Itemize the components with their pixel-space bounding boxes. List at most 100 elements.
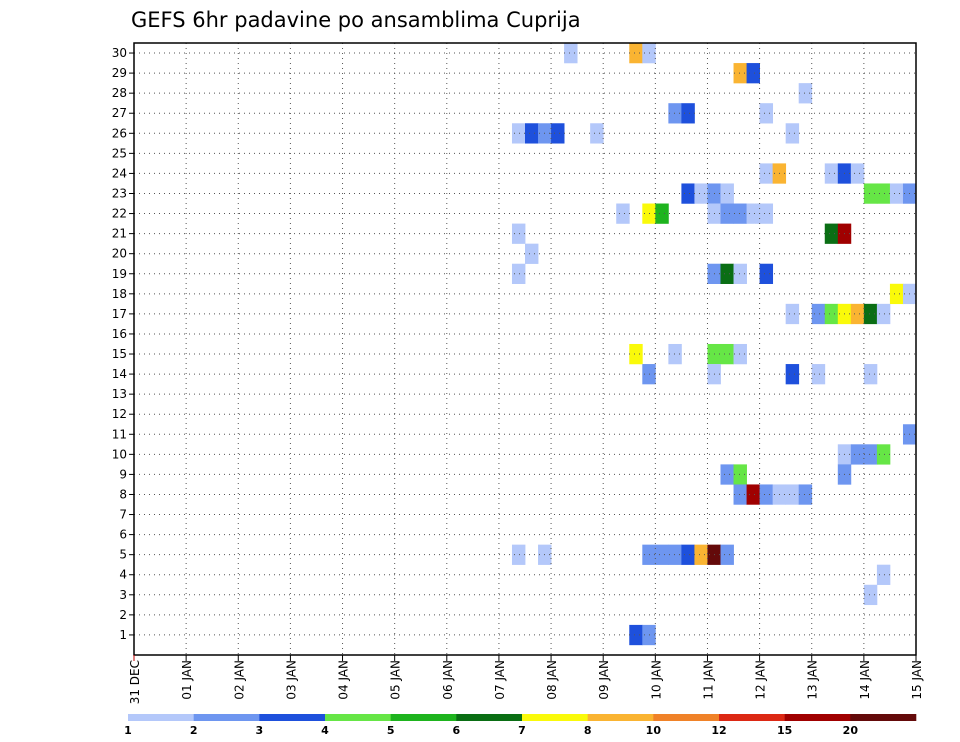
- colorbar-swatch: [850, 714, 917, 721]
- x-tick-label: 07 JAN: [493, 660, 507, 700]
- y-tick-label: 18: [112, 287, 127, 301]
- y-tick-label: 26: [112, 126, 127, 140]
- data-cell: [720, 464, 734, 485]
- y-tick-label: 29: [112, 66, 127, 80]
- colorbar-swatch: [259, 714, 326, 721]
- data-cell: [889, 283, 904, 305]
- y-tick-label: 17: [112, 307, 127, 321]
- colorbar-label: 6: [453, 724, 461, 737]
- data-cell: [668, 343, 682, 365]
- data-cell: [850, 444, 865, 465]
- data-cell: [511, 123, 526, 144]
- data-cell: [616, 203, 630, 224]
- data-cell: [720, 544, 734, 565]
- data-cell: [863, 183, 878, 204]
- colorbar-label: 2: [190, 724, 198, 737]
- colorbar-swatch: [193, 714, 260, 721]
- colorbar-swatch: [128, 714, 194, 721]
- data-cell: [759, 163, 774, 184]
- data-cell: [785, 303, 800, 325]
- data-cell: [876, 303, 891, 325]
- colorbar-label: 8: [584, 724, 592, 737]
- data-cell: [733, 63, 747, 84]
- data-cell: [759, 203, 774, 224]
- grid-layer: [134, 43, 916, 655]
- data-cell: [525, 243, 539, 264]
- x-tick-label: 13 JAN: [806, 660, 820, 700]
- data-cell: [850, 303, 865, 325]
- x-tick-label: 05 JAN: [389, 660, 403, 700]
- y-tick-label: 24: [112, 166, 127, 180]
- data-cell: [694, 183, 708, 204]
- x-tick-label: 06 JAN: [441, 660, 455, 700]
- data-cell: [863, 584, 878, 606]
- x-tick-label: 08 JAN: [545, 660, 559, 700]
- y-tick-label: 28: [112, 86, 127, 100]
- data-cell: [681, 183, 695, 204]
- y-tick-label: 8: [119, 487, 127, 501]
- data-cell: [811, 303, 826, 325]
- data-cell: [733, 343, 747, 365]
- x-tick-label: 11 JAN: [701, 660, 715, 700]
- colorbar-label: 5: [387, 724, 395, 737]
- y-tick-label: 7: [119, 508, 127, 522]
- colorbar-swatch: [653, 714, 720, 721]
- chart-title: GEFS 6hr padavine po ansamblima Cuprija: [131, 8, 581, 32]
- data-cell: [785, 123, 800, 144]
- y-tick-label: 6: [119, 528, 127, 542]
- data-cell: [655, 544, 669, 565]
- data-cell: [668, 103, 682, 124]
- data-cell: [629, 624, 643, 646]
- colorbar-swatch: [784, 714, 851, 721]
- data-cell: [824, 223, 839, 244]
- data-cell: [694, 544, 708, 565]
- data-cell: [876, 564, 891, 585]
- y-tick-label: 2: [119, 608, 127, 622]
- data-cell: [590, 123, 604, 144]
- data-cell: [720, 203, 734, 224]
- data-cell: [681, 544, 695, 565]
- x-tick-label: 04 JAN: [337, 660, 351, 700]
- colorbar: 1 2 3 4 5 6 7 8 10 12 15 20: [124, 714, 917, 737]
- data-cell: [759, 103, 774, 124]
- data-cell: [863, 444, 878, 465]
- x-tick-label: 09 JAN: [597, 660, 611, 700]
- y-tick-label: 9: [119, 467, 127, 481]
- data-cell: [811, 364, 826, 385]
- colorbar-label: 12: [711, 724, 726, 737]
- y-tick-label: 10: [112, 447, 127, 461]
- data-cell: [511, 223, 526, 244]
- y-tick-label: 25: [112, 146, 127, 160]
- data-cell: [720, 263, 734, 284]
- data-cell: [551, 123, 565, 144]
- y-axis: 1234567891011121314151617181920212223242…: [112, 46, 134, 642]
- y-tick-label: 23: [112, 186, 127, 200]
- x-tick-label: 12 JAN: [754, 660, 768, 700]
- y-tick-label: 16: [112, 327, 127, 341]
- data-cell: [564, 43, 578, 64]
- data-cell: [759, 263, 774, 284]
- x-tick-label: 10 JAN: [649, 660, 663, 700]
- data-cell: [629, 343, 643, 365]
- colorbar-swatch: [325, 714, 391, 721]
- data-cell: [876, 444, 891, 465]
- data-cell: [525, 123, 539, 144]
- colorbar-swatch: [522, 714, 588, 721]
- plot-frame: [133, 42, 917, 656]
- colorbar-label: 4: [321, 724, 329, 737]
- data-cell: [785, 364, 800, 385]
- y-tick-label: 22: [112, 207, 127, 221]
- y-tick-label: 20: [112, 247, 127, 261]
- y-tick-label: 12: [112, 407, 127, 421]
- data-cell: [668, 544, 682, 565]
- colorbar-label: 10: [646, 724, 662, 737]
- y-tick-label: 1: [119, 628, 127, 642]
- y-tick-label: 14: [112, 367, 127, 381]
- x-tick-label: 31 DEC: [128, 660, 142, 704]
- data-cell: [733, 484, 747, 505]
- data-cell: [863, 303, 878, 325]
- data-cell: [733, 464, 747, 485]
- x-tick-label: 14 JAN: [858, 660, 872, 700]
- data-cell: [681, 103, 695, 124]
